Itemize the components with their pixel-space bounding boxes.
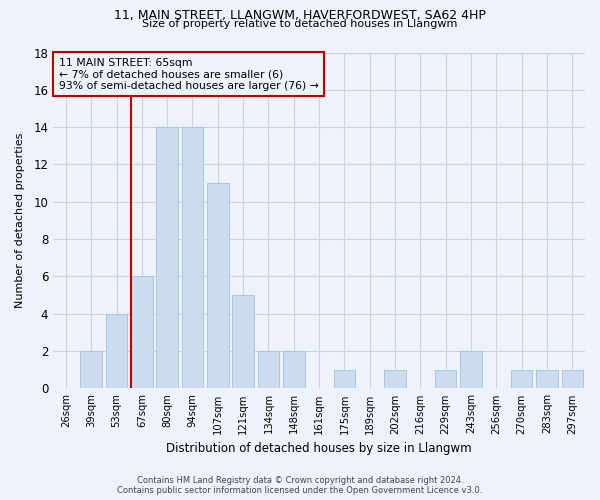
- Bar: [511, 370, 532, 388]
- Text: Contains HM Land Registry data © Crown copyright and database right 2024.
Contai: Contains HM Land Registry data © Crown c…: [118, 476, 482, 495]
- Bar: [435, 370, 457, 388]
- Bar: [157, 127, 178, 388]
- Text: Size of property relative to detached houses in Llangwm: Size of property relative to detached ho…: [142, 19, 458, 29]
- Bar: [232, 295, 254, 388]
- Y-axis label: Number of detached properties: Number of detached properties: [15, 133, 25, 308]
- Bar: [536, 370, 558, 388]
- Bar: [460, 351, 482, 389]
- Bar: [207, 183, 229, 388]
- Bar: [80, 351, 102, 389]
- Bar: [257, 351, 279, 389]
- Bar: [106, 314, 127, 388]
- Bar: [385, 370, 406, 388]
- Bar: [562, 370, 583, 388]
- Text: 11 MAIN STREET: 65sqm
← 7% of detached houses are smaller (6)
93% of semi-detach: 11 MAIN STREET: 65sqm ← 7% of detached h…: [59, 58, 319, 90]
- X-axis label: Distribution of detached houses by size in Llangwm: Distribution of detached houses by size …: [166, 442, 472, 455]
- Bar: [283, 351, 305, 389]
- Bar: [182, 127, 203, 388]
- Bar: [131, 276, 152, 388]
- Text: 11, MAIN STREET, LLANGWM, HAVERFORDWEST, SA62 4HP: 11, MAIN STREET, LLANGWM, HAVERFORDWEST,…: [114, 9, 486, 22]
- Bar: [334, 370, 355, 388]
